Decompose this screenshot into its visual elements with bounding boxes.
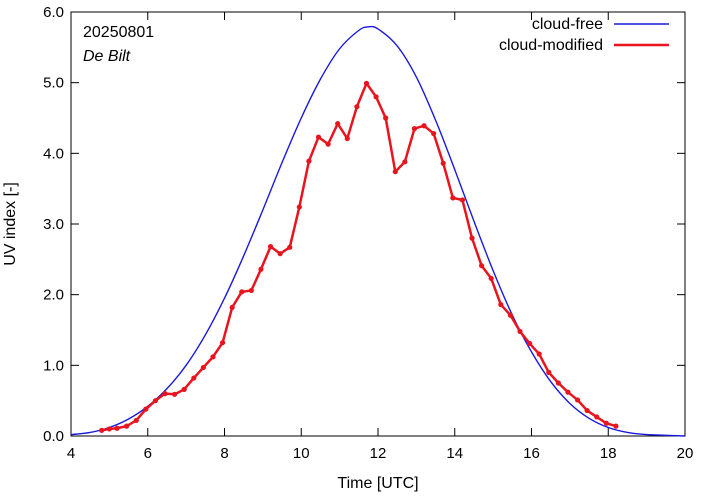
- data-point-cloud-modified: [392, 169, 398, 175]
- legend: cloud-free cloud-modified: [499, 16, 669, 54]
- x-tick-label: 6: [144, 445, 152, 462]
- data-point-cloud-modified: [383, 115, 389, 121]
- data-point-cloud-modified: [239, 289, 245, 295]
- data-point-cloud-modified: [133, 417, 139, 424]
- data-point-cloud-modified: [421, 123, 427, 129]
- legend-label-cloud-free: cloud-free: [532, 16, 603, 33]
- x-axis-title: Time [UTC]: [337, 475, 418, 492]
- x-tick-label: 20: [677, 445, 694, 462]
- data-point-cloud-modified: [162, 391, 168, 397]
- y-tick-label: 4.0: [43, 145, 64, 162]
- data-point-cloud-modified: [594, 414, 600, 420]
- data-point-cloud-modified: [200, 364, 206, 371]
- location-annotation: De Bilt: [83, 48, 131, 65]
- y-tick-label: 0.0: [43, 428, 64, 445]
- data-point-cloud-modified: [363, 80, 370, 86]
- axis-ticks: [70, 11, 686, 437]
- series-line-cloud-free: [70, 25, 686, 437]
- data-point-cloud-modified: [546, 369, 552, 375]
- y-tick-label: 3.0: [43, 216, 64, 233]
- x-tick-label: 4: [67, 445, 75, 462]
- data-point-cloud-modified: [172, 391, 178, 397]
- data-point-cloud-modified: [479, 263, 485, 269]
- data-point-cloud-modified: [267, 244, 274, 250]
- data-point-cloud-modified: [152, 398, 159, 404]
- data-point-cloud-modified: [469, 235, 475, 241]
- y-tick-label: 6.0: [43, 4, 64, 21]
- data-point-cloud-modified: [450, 195, 456, 201]
- data-point-cloud-modified: [296, 204, 302, 210]
- x-tick-label: 8: [220, 445, 228, 462]
- data-point-cloud-modified: [402, 159, 408, 165]
- data-point-cloud-modified: [277, 251, 283, 257]
- data-point-cloud-modified: [99, 427, 105, 433]
- data-point-cloud-modified: [229, 304, 235, 310]
- series-layer: [70, 25, 686, 437]
- y-tick-label: 2.0: [43, 287, 64, 304]
- data-point-cloud-modified: [114, 425, 120, 431]
- plot-frame: [70, 11, 686, 437]
- data-point-cloud-modified: [181, 386, 187, 392]
- data-point-cloud-modified: [565, 389, 571, 395]
- x-tick-label: 14: [446, 445, 463, 462]
- data-point-cloud-modified: [488, 275, 494, 282]
- data-point-cloud-modified: [248, 287, 254, 294]
- data-point-cloud-modified: [459, 197, 466, 203]
- data-point-cloud-modified: [325, 141, 331, 147]
- data-point-cloud-modified: [106, 426, 112, 432]
- data-point-cloud-modified: [219, 340, 226, 346]
- data-point-cloud-modified: [526, 340, 533, 347]
- data-point-cloud-modified: [574, 397, 581, 403]
- data-point-cloud-modified: [555, 380, 561, 386]
- data-point-cloud-modified: [210, 354, 216, 360]
- data-point-cloud-modified: [306, 158, 312, 164]
- data-point-cloud-modified: [335, 121, 341, 127]
- legend-label-cloud-modified: cloud-modified: [499, 37, 603, 54]
- data-point-cloud-modified: [373, 94, 379, 100]
- x-tick-label: 12: [370, 445, 387, 462]
- data-point-cloud-modified: [191, 375, 197, 381]
- data-point-cloud-modified: [613, 423, 619, 429]
- data-point-cloud-modified: [440, 160, 446, 166]
- x-tick-label: 18: [600, 445, 617, 462]
- data-point-cloud-modified: [143, 406, 149, 412]
- series-line-cloud-modified: [101, 82, 617, 432]
- data-point-cloud-modified: [603, 420, 609, 426]
- y-tick-label: 5.0: [43, 75, 64, 92]
- data-point-cloud-modified: [315, 134, 322, 140]
- data-point-cloud-modified: [584, 407, 590, 414]
- y-axis-title: UV index [-]: [2, 182, 19, 266]
- data-point-cloud-modified: [354, 104, 360, 110]
- data-point-cloud-modified: [431, 130, 437, 137]
- data-point-cloud-modified: [287, 244, 293, 250]
- data-point-cloud-modified: [258, 266, 264, 272]
- data-point-cloud-modified: [536, 351, 542, 357]
- data-point-cloud-modified: [498, 301, 504, 308]
- data-point-cloud-modified: [124, 423, 130, 429]
- date-annotation: 20250801: [83, 24, 154, 41]
- data-point-cloud-modified: [517, 328, 523, 335]
- x-tick-label: 16: [523, 445, 540, 462]
- data-point-cloud-modified: [344, 135, 350, 142]
- tick-labels: 4 6 8 10 12 14 16 18 20 0.0 1.0 2.0 3.0 4.0 5.0 6.0: [43, 4, 693, 462]
- x-tick-label: 10: [293, 445, 310, 462]
- data-point-cloud-modified: [411, 126, 418, 132]
- data-point-cloud-modified: [507, 312, 513, 318]
- y-tick-label: 1.0: [43, 357, 64, 374]
